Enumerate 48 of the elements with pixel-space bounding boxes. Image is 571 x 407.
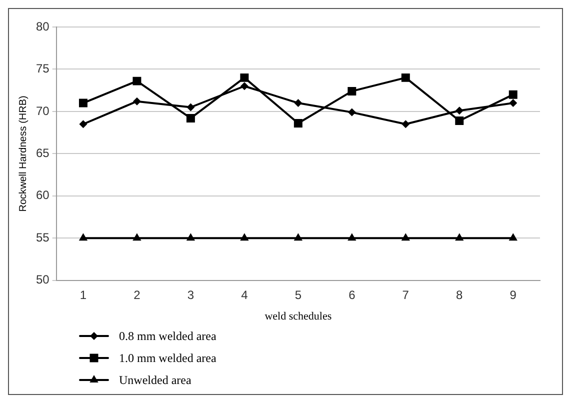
point (132, 233, 142, 241)
point (78, 98, 88, 108)
point (78, 233, 88, 241)
point (294, 119, 302, 128)
point (348, 86, 356, 96)
point (348, 108, 356, 116)
point (509, 99, 518, 108)
point (508, 90, 518, 99)
y-tick-label: 80 (36, 19, 50, 34)
legend-label: Unwelded area (119, 372, 192, 388)
point (294, 233, 303, 241)
point (401, 73, 410, 82)
point (240, 82, 248, 90)
point (132, 97, 141, 106)
x-tick-label: 1 (80, 288, 87, 302)
point (455, 116, 464, 125)
x-tick-label: 5 (294, 288, 302, 302)
y-tick-label: 60 (36, 188, 50, 202)
point (508, 233, 518, 241)
y-tick-label: 70 (36, 104, 50, 118)
x-tick-label: 2 (134, 288, 141, 302)
y-tick-label: 55 (36, 230, 50, 244)
y-axis-title: Rockwell Hardness (HRB) (18, 96, 29, 212)
point (132, 76, 142, 86)
y-tick-label: 50 (36, 272, 50, 287)
legend-label: 0.8 mm welded area (119, 328, 216, 344)
x-tick-label: 4 (241, 288, 248, 302)
x-tick-label: 9 (510, 288, 517, 302)
point (186, 103, 195, 112)
point (455, 233, 464, 241)
point (455, 106, 464, 115)
x-tick-label: 3 (187, 288, 194, 302)
point (348, 233, 356, 241)
point (294, 99, 302, 108)
point (240, 73, 249, 82)
point (79, 120, 88, 128)
point (186, 233, 196, 241)
x-axis-title: weld schedules (264, 310, 332, 322)
point (402, 120, 410, 128)
x-tick-label: 6 (348, 288, 356, 302)
x-tick-label: 8 (456, 288, 464, 302)
legend-label: 1.0 mm welded area (119, 350, 216, 366)
y-tick-label: 75 (36, 62, 50, 76)
point (186, 114, 195, 122)
point (240, 233, 249, 241)
point (401, 233, 410, 241)
y-tick-label: 65 (36, 146, 50, 160)
x-tick-label: 7 (402, 288, 410, 302)
